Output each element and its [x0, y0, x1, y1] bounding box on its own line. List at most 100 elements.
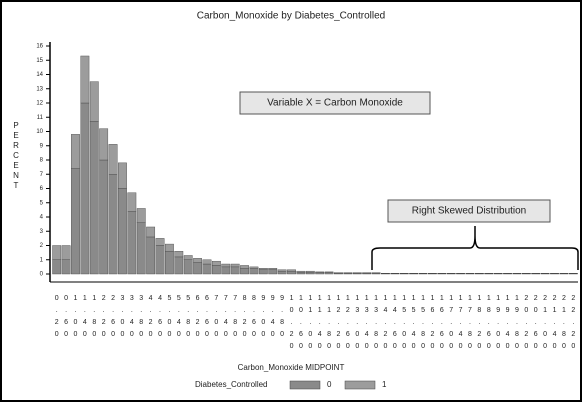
bar-segment	[324, 272, 334, 275]
bar-segment	[136, 222, 146, 275]
bar-segment	[89, 121, 99, 275]
bar-segment	[268, 269, 278, 275]
y-tick-label: 10	[36, 129, 43, 135]
y-tick-label: 0	[40, 272, 44, 278]
bar-segment	[249, 268, 259, 275]
annotation: Variable X = Carbon Monoxide	[267, 98, 403, 109]
bar-segment	[71, 168, 80, 275]
bar-segment	[324, 271, 334, 273]
bar-segment	[52, 259, 62, 275]
bar-segment	[80, 102, 90, 275]
x-axis-label: Carbon_Monoxide MIDPOINT	[238, 363, 345, 372]
bar-segment	[315, 271, 325, 273]
bar-segment	[108, 144, 118, 175]
bar-segment	[296, 272, 306, 275]
bar-segment	[240, 268, 249, 275]
y-tick-label: 15	[36, 58, 43, 64]
bar-segment	[61, 245, 71, 260]
bar-segment	[221, 263, 231, 268]
bar-segment	[165, 250, 174, 275]
annotation-box	[387, 199, 551, 223]
bar-segment	[193, 262, 202, 275]
bar-segment	[202, 259, 212, 265]
bar-segment	[52, 245, 62, 260]
y-tick-label: 7	[40, 172, 44, 178]
bar-segment	[127, 211, 137, 275]
y-tick-label: 1	[40, 257, 44, 263]
bar-segment	[155, 238, 165, 246]
bar-segment	[268, 268, 278, 270]
y-tick-label: 2	[40, 243, 44, 249]
bar-segment	[343, 272, 353, 274]
legend-swatch	[344, 380, 376, 390]
y-tick-label: 8	[40, 158, 44, 164]
y-tick-label: 6	[40, 186, 44, 192]
y-tick-label: 13	[36, 86, 43, 92]
bar-segment	[230, 263, 240, 268]
y-tick-label: 9	[40, 143, 44, 149]
bar-segment	[211, 260, 221, 266]
bar-segment	[249, 266, 259, 269]
bar-segment	[315, 272, 325, 275]
bar-segment	[183, 259, 193, 275]
legend-label: 1	[382, 380, 387, 389]
bar-segment	[287, 269, 296, 272]
bar-segment	[258, 268, 268, 270]
bar-segment	[287, 270, 296, 275]
y-tick-label: 14	[36, 72, 43, 78]
bar-segment	[155, 245, 165, 275]
bar-segment	[305, 270, 315, 273]
bar-segment	[362, 272, 372, 274]
bar-segment	[352, 272, 362, 274]
bar-segment	[334, 272, 343, 274]
bar-segment	[211, 265, 221, 275]
bar-segment	[118, 162, 127, 189]
bar-segment	[174, 250, 184, 258]
annotation: Right Skewed Distribution	[412, 206, 527, 217]
bar-segment	[89, 81, 99, 122]
bar-segment	[230, 266, 240, 275]
y-tick-label: 12	[36, 101, 43, 107]
bar-segment	[221, 266, 231, 275]
